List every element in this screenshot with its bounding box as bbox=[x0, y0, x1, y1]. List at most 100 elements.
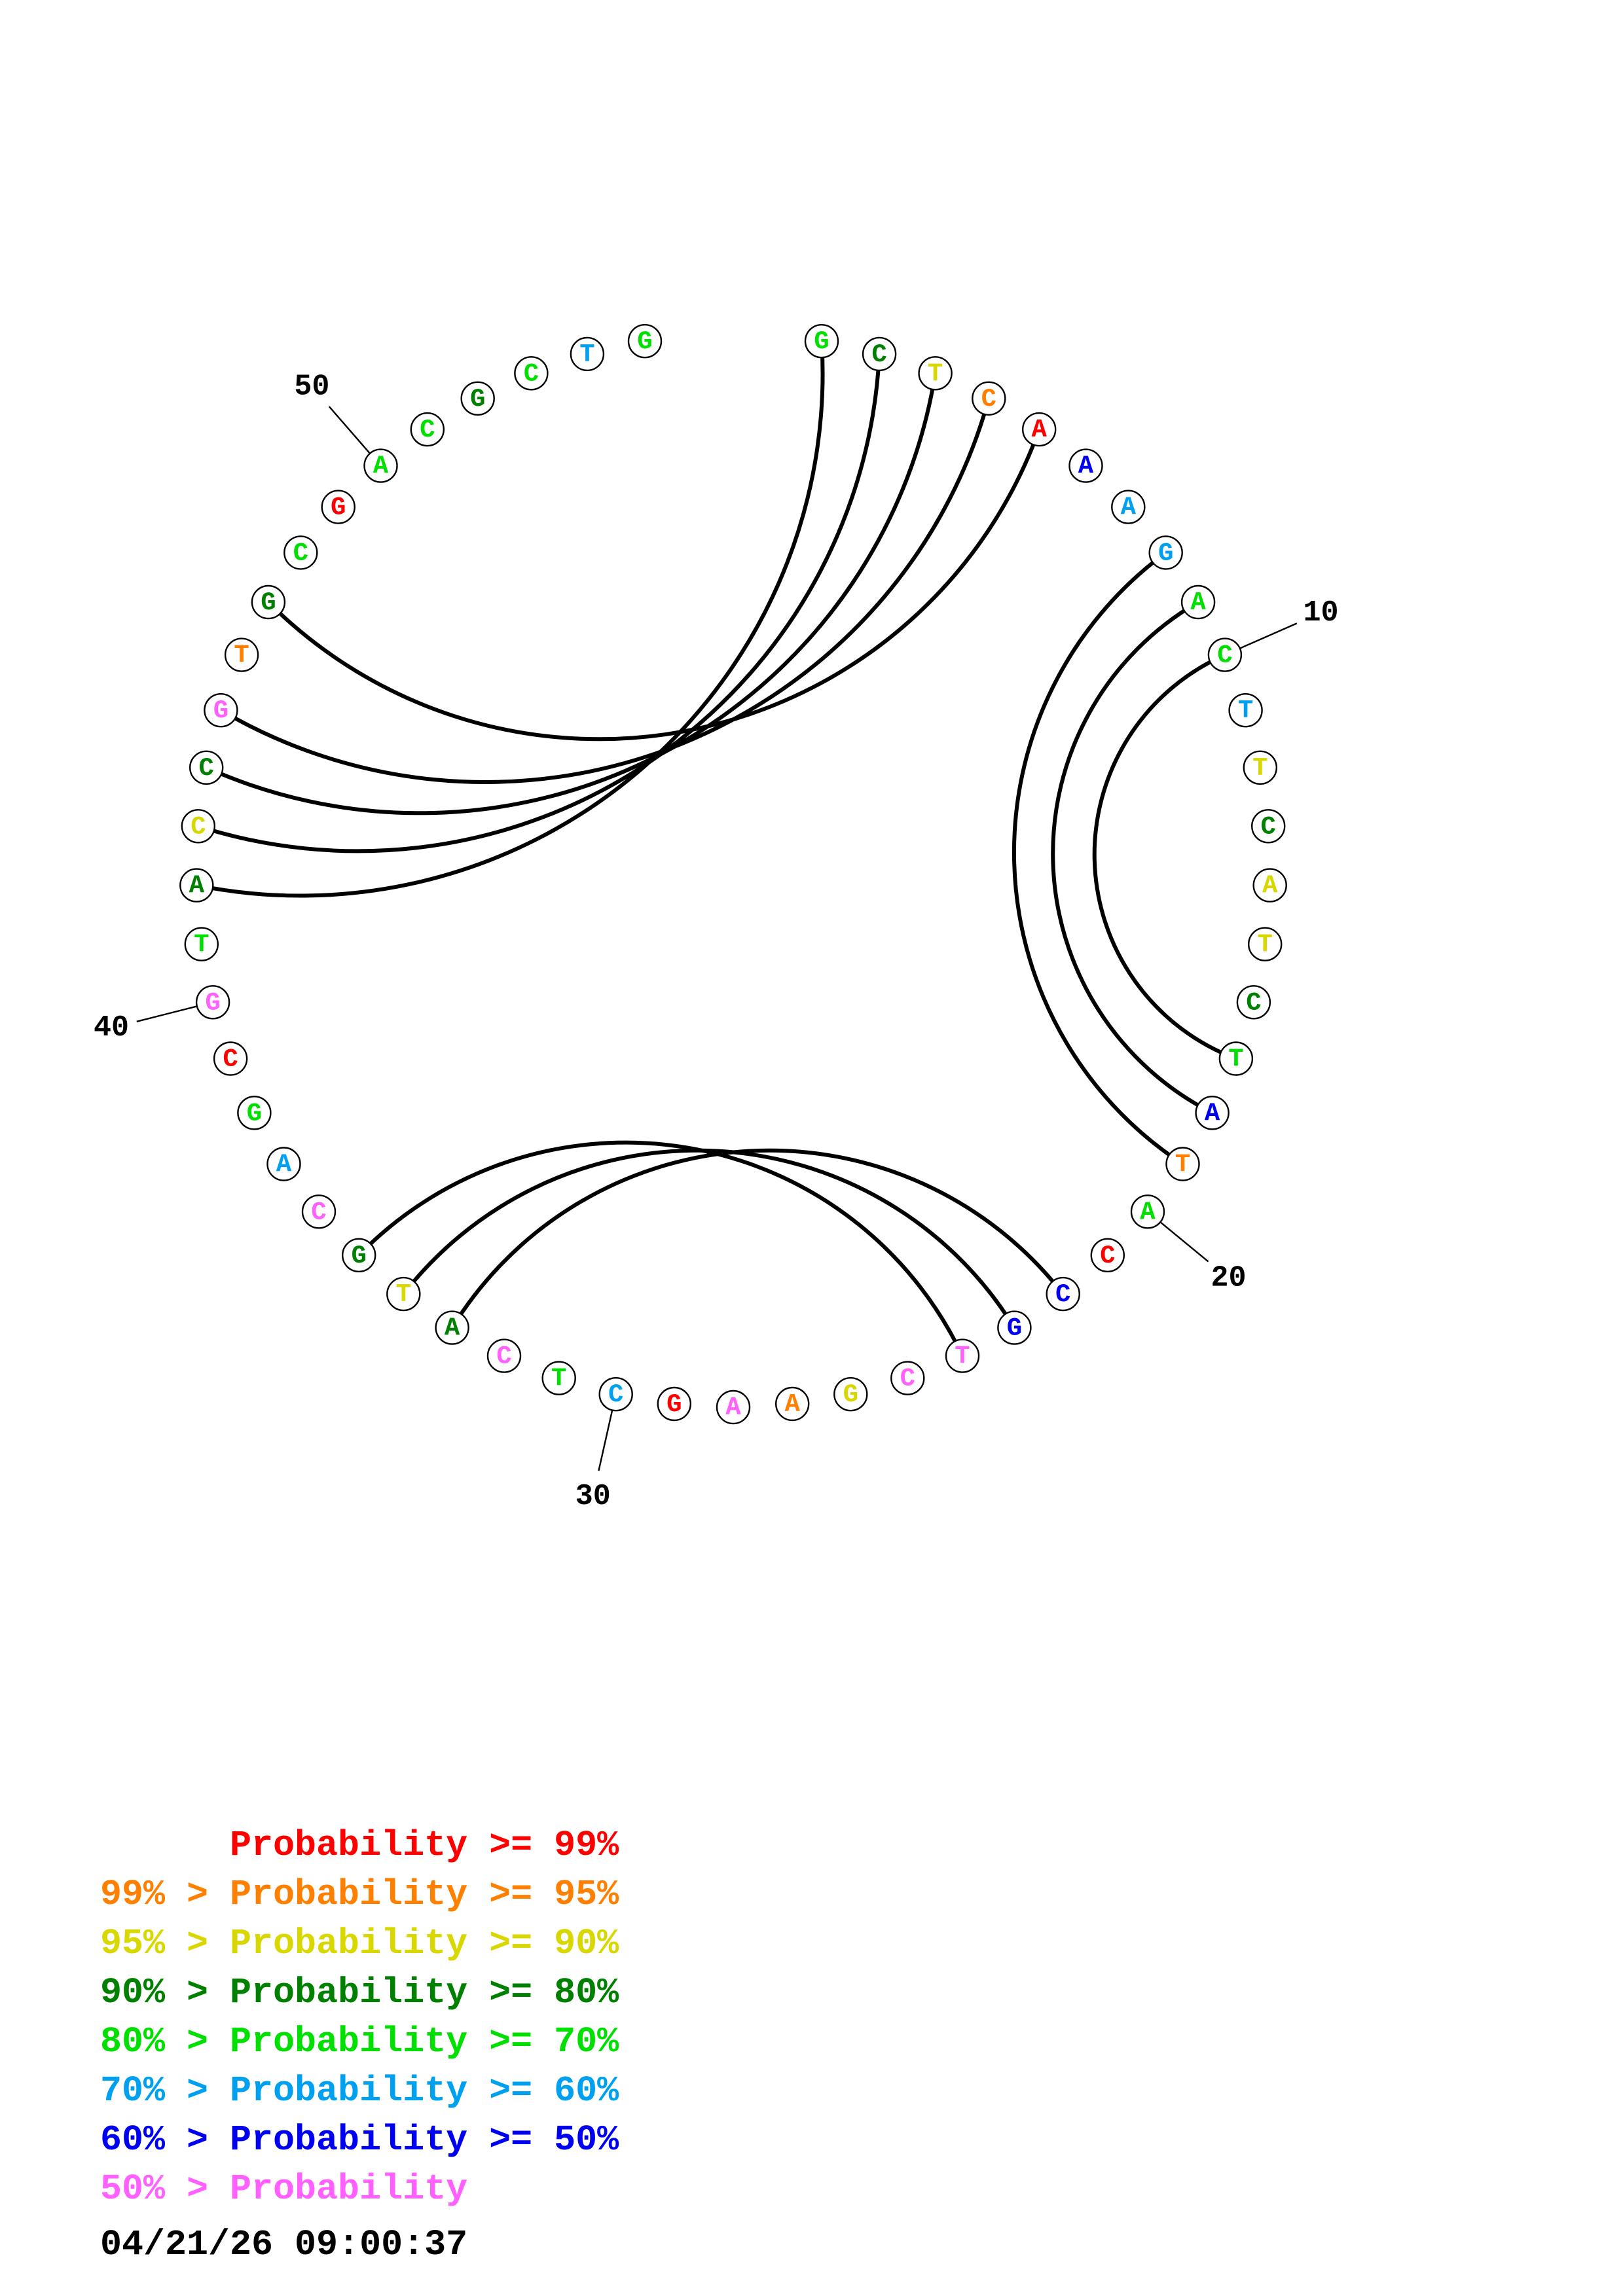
position-markers: 10 20 30 40 50 bbox=[94, 370, 1339, 1513]
nucleotide-54: T bbox=[570, 336, 605, 372]
nucleotide-circle bbox=[627, 324, 663, 359]
nucleotide-letter: G bbox=[247, 1099, 262, 1128]
nucleotide-letter: A bbox=[1031, 416, 1047, 444]
nucleotide-circle bbox=[213, 1041, 248, 1076]
nucleotide-26: G bbox=[833, 1376, 868, 1412]
nucleotide-letter: C bbox=[608, 1380, 623, 1409]
nucleotide-letter: G bbox=[470, 385, 485, 414]
nucleotide-letter: T bbox=[955, 1342, 970, 1371]
nucleotide-letter: G bbox=[666, 1390, 682, 1419]
nucleotide-circle bbox=[716, 1390, 751, 1425]
nucleotide-circle bbox=[1228, 692, 1263, 728]
nucleotide-letter: C bbox=[871, 340, 886, 369]
nucleotide-36: C bbox=[301, 1194, 337, 1229]
nucleotide-letter: T bbox=[928, 359, 943, 388]
position-marker-line-10 bbox=[1239, 622, 1298, 649]
legend-row: 95% > Probability >= 90% bbox=[100, 1919, 619, 1968]
legend-row: 70% > Probability >= 60% bbox=[100, 2066, 619, 2115]
nucleotide-letter: G bbox=[814, 327, 829, 356]
nucleotide-53: C bbox=[514, 356, 549, 391]
nucleotide-35: G bbox=[342, 1238, 376, 1273]
nucleotide-letter: C bbox=[1100, 1242, 1115, 1270]
nucleotide-circle bbox=[862, 336, 897, 372]
nucleotide-27: A bbox=[775, 1386, 810, 1422]
nucleotide-letter: C bbox=[1055, 1280, 1070, 1309]
nucleotide-circle bbox=[237, 1096, 272, 1130]
nucleotide-circle bbox=[1111, 490, 1146, 524]
nucleotide-1: G bbox=[804, 324, 839, 359]
nucleotide-letter: A bbox=[1262, 872, 1278, 901]
nucleotide-circle bbox=[1068, 448, 1103, 483]
position-marker-label-10: 10 bbox=[1303, 596, 1338, 630]
nucleotide-8: G bbox=[1148, 535, 1183, 570]
legend-text: 99% > Probability >= 95% bbox=[100, 1874, 619, 1915]
nucleotide-circle bbox=[363, 448, 398, 483]
nucleotide-circle bbox=[184, 927, 219, 961]
nucleotide-letter: G bbox=[331, 493, 346, 522]
nucleotide-10: C bbox=[1207, 637, 1243, 672]
nucleotide-11: T bbox=[1228, 692, 1263, 728]
nucleotide-letter: T bbox=[1175, 1151, 1190, 1179]
nucleotide-3: T bbox=[918, 356, 953, 391]
nucleotide-48: C bbox=[283, 535, 318, 570]
legend-text: 90% > Probability >= 80% bbox=[100, 1972, 619, 2013]
nucleotide-31: T bbox=[541, 1361, 576, 1395]
nucleotide-letter: A bbox=[1205, 1099, 1220, 1128]
nucleotide-letter: A bbox=[784, 1390, 800, 1419]
nucleotide-letter: G bbox=[205, 988, 220, 1017]
probability-legend: Probability >= 99% 99% > Probability >= 9… bbox=[100, 1821, 619, 2214]
nucleotide-letter: G bbox=[1007, 1314, 1022, 1343]
position-marker-line-20 bbox=[1159, 1221, 1209, 1263]
nucleotide-9: A bbox=[1180, 584, 1216, 620]
nucleotide-18: A bbox=[1195, 1096, 1230, 1130]
nucleotide-15: T bbox=[1247, 927, 1283, 961]
legend-text: 95% > Probability >= 90% bbox=[100, 1923, 619, 1964]
nucleotide-letter: C bbox=[191, 812, 206, 841]
nucleotide-letter: G bbox=[351, 1242, 366, 1270]
nucleotide-circle bbox=[1243, 750, 1278, 785]
nucleotide-letter: A bbox=[1190, 588, 1206, 617]
nucleotide-letter: C bbox=[1260, 812, 1275, 841]
nucleotide-47: G bbox=[251, 584, 286, 620]
nucleotide-30: C bbox=[598, 1376, 633, 1412]
nucleotide-letter: A bbox=[276, 1151, 292, 1179]
nucleotide-circle bbox=[386, 1276, 421, 1312]
nucleotide-letter: T bbox=[234, 641, 249, 670]
nucleotide-letter: C bbox=[1246, 988, 1261, 1017]
nucleotide-28: A bbox=[716, 1390, 751, 1425]
legend-row: 50% > Probability bbox=[100, 2164, 619, 2214]
nucleotide-circle bbox=[804, 324, 839, 359]
nucleotide-42: A bbox=[179, 868, 214, 903]
timestamp: 04/21/26 09:00:37 bbox=[100, 2224, 468, 2265]
legend-row: 99% > Probability >= 95% bbox=[100, 1870, 619, 1919]
nucleotide-circle bbox=[1250, 809, 1286, 844]
nucleotide-letter: G bbox=[261, 588, 276, 617]
nucleotide-4: C bbox=[972, 381, 1006, 416]
legend-text: Probability >= 99% bbox=[100, 1825, 619, 1866]
nucleotide-49: G bbox=[321, 490, 356, 524]
nucleotide-letter: A bbox=[189, 872, 205, 901]
nucleotide-16: C bbox=[1236, 985, 1271, 1020]
nucleotide-circle bbox=[224, 637, 259, 672]
nucleotide-6: A bbox=[1068, 448, 1103, 483]
base-pair-arc-2-43 bbox=[197, 353, 882, 853]
base-pair-arc-4-45 bbox=[219, 398, 991, 784]
nucleotide-letter: T bbox=[1228, 1045, 1243, 1074]
nucleotide-46: T bbox=[224, 637, 259, 672]
nucleotide-letter: C bbox=[198, 754, 213, 783]
position-marker-line-30 bbox=[598, 1410, 613, 1471]
nucleotide-circle bbox=[1180, 584, 1216, 620]
nucleotide-41: T bbox=[184, 927, 219, 961]
nucleotide-circle bbox=[179, 868, 214, 903]
nucleotide-23: G bbox=[997, 1310, 1032, 1345]
nucleotide-letter: T bbox=[194, 931, 209, 960]
position-marker-label-40: 40 bbox=[94, 1011, 129, 1045]
nucleotide-38: G bbox=[237, 1096, 272, 1130]
nucleotide-circle bbox=[775, 1386, 810, 1422]
nucleotide-13: C bbox=[1250, 809, 1286, 844]
position-marker-label-30: 30 bbox=[575, 1480, 611, 1513]
nucleotide-letter: T bbox=[551, 1365, 566, 1393]
nucleotide-letter: C bbox=[900, 1365, 915, 1393]
nucleotide-ring: G CTCAAAGACTTCATCTATACCGTCGAAGCTCATGCAGCG… bbox=[179, 324, 1287, 1425]
nucleotide-circle bbox=[657, 1386, 692, 1422]
